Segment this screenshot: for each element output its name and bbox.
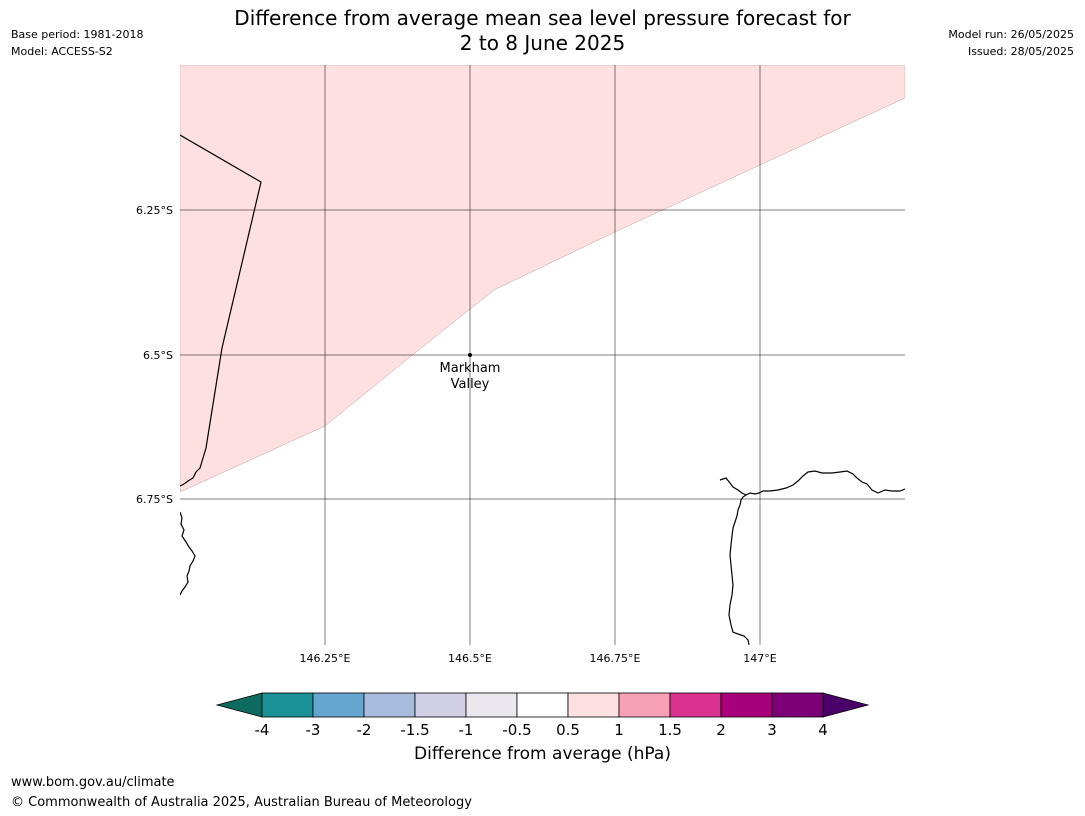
- colorbar-segment: [414, 692, 467, 718]
- colorbar-tick-label: 1.5: [658, 721, 682, 739]
- lat-tick-label: 6.75°S: [136, 493, 173, 506]
- colorbar-tick-label: -4: [255, 721, 270, 739]
- lat-tick-label: 6.5°S: [143, 349, 173, 362]
- colorbar-segment: [567, 692, 620, 718]
- lon-tick-label: 146.25°E: [300, 652, 351, 665]
- colorbar-tick-label: 4: [818, 721, 828, 739]
- map-title-line1: Difference from average mean sea level p…: [234, 6, 851, 30]
- map-title: Difference from average mean sea level p…: [180, 6, 905, 56]
- colorbar-segment: [720, 692, 773, 718]
- model-text: Model: ACCESS-S2: [11, 45, 113, 58]
- pressure-anomaly-region: [180, 65, 905, 493]
- place-marker-markham-valley: Markham Valley: [440, 353, 501, 392]
- lon-tick-label: 147°E: [743, 652, 776, 665]
- boundaries: [180, 134, 905, 645]
- colorbar-segment: [312, 692, 365, 718]
- header-right-info: Model run: 26/05/2025 Issued: 28/05/2025: [948, 26, 1074, 60]
- colorbar-segment: [618, 692, 671, 718]
- colorbar-segment: [669, 692, 722, 718]
- lon-tick-label: 146.75°E: [590, 652, 641, 665]
- colorbar-tick-label: -3: [306, 721, 321, 739]
- map-title-line2: 2 to 8 June 2025: [459, 31, 626, 55]
- colorbar: -4 -3 -2 -1.5 -1 -0.5 0.5 1 1.5 2 3 4: [215, 692, 870, 739]
- colorbar-tick-label: 0.5: [556, 721, 580, 739]
- header-left-info: Base period: 1981-2018 Model: ACCESS-S2: [11, 26, 143, 60]
- coastline-east: [719, 470, 905, 496]
- colorbar-segment: [516, 692, 569, 718]
- graticule: [180, 65, 905, 645]
- colorbar-tick-label: -2: [357, 721, 372, 739]
- model-run-text: Model run: 26/05/2025: [948, 28, 1074, 41]
- colorbar-segment: [261, 692, 314, 718]
- colorbar-tick-label: 1: [614, 721, 624, 739]
- footer-url: www.bom.gov.au/climate: [11, 775, 175, 790]
- map-area: [180, 65, 905, 645]
- colorbar-tick-label: -1: [459, 721, 474, 739]
- lon-tick-label: 146.5°E: [448, 652, 492, 665]
- place-label-line2: Valley: [451, 377, 490, 392]
- colorbar-tick-label: -1.5: [400, 721, 429, 739]
- latitude-labels: 6.25°S 6.5°S 6.75°S: [136, 204, 173, 506]
- coastline-west: [180, 511, 196, 596]
- colorbar-tick-label: 3: [767, 721, 777, 739]
- colorbar-segment: [771, 692, 824, 718]
- colorbar-tick-label: -0.5: [502, 721, 531, 739]
- place-label-line1: Markham: [440, 361, 501, 376]
- province-boundary: [180, 134, 262, 487]
- coastline-east-south: [728, 494, 750, 645]
- colorbar-extend-min: [215, 692, 263, 718]
- place-dot: [468, 353, 472, 357]
- base-period-text: Base period: 1981-2018: [11, 28, 144, 41]
- lat-tick-label: 6.25°S: [136, 204, 173, 217]
- issued-text: Issued: 28/05/2025: [967, 45, 1074, 58]
- colorbar-segment: [465, 692, 518, 718]
- colorbar-segment: [363, 692, 416, 718]
- colorbar-tick-label: 2: [716, 721, 726, 739]
- footer-copyright: © Commonwealth of Australia 2025, Austra…: [11, 795, 472, 810]
- colorbar-label: Difference from average (hPa): [414, 744, 671, 764]
- longitude-labels: 146.25°E 146.5°E 146.75°E 147°E: [300, 652, 777, 665]
- colorbar-extend-max: [822, 692, 870, 718]
